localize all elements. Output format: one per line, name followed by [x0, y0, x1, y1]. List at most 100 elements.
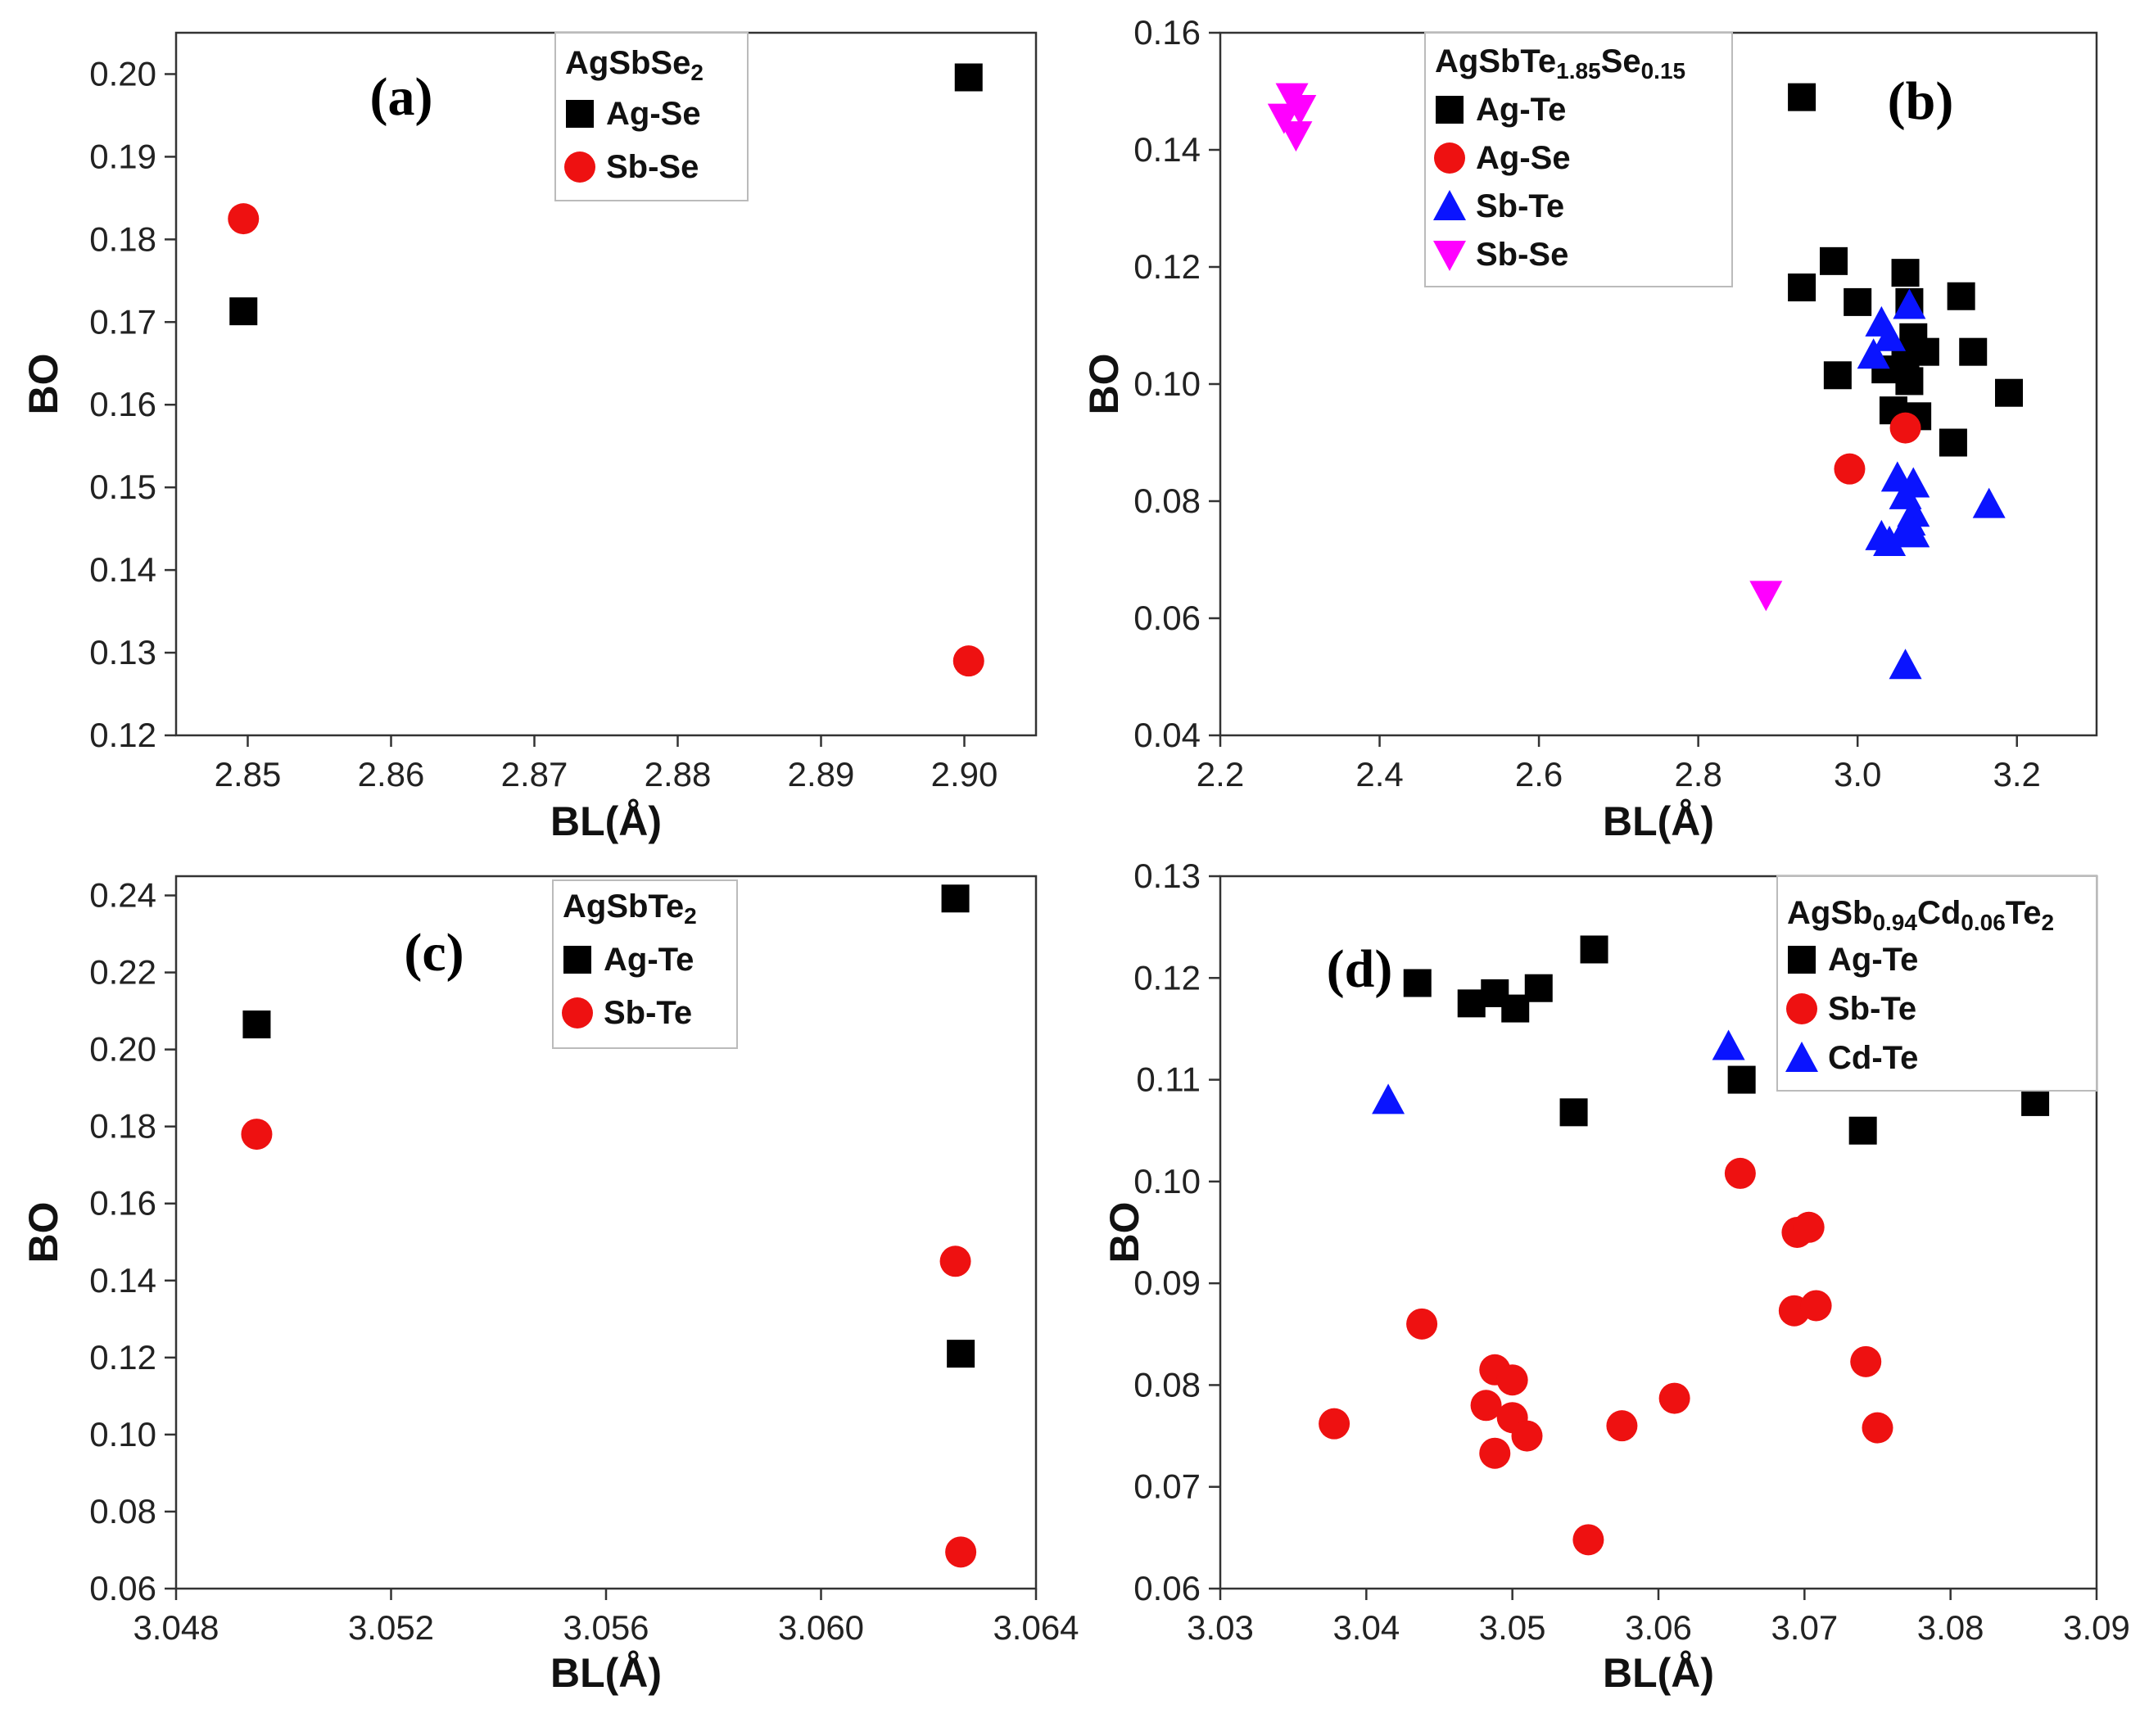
legend-entry: Sb-Se	[606, 149, 699, 185]
legend-box	[1424, 32, 1733, 287]
data-point	[1479, 1437, 1511, 1469]
data-point	[1857, 338, 1890, 369]
data-point	[947, 1340, 975, 1368]
data-point	[1496, 1364, 1528, 1396]
legend-marker	[1433, 190, 1466, 220]
y-tick-label: 0.10	[1133, 364, 1201, 403]
legend-entry: Ag-Te	[1828, 942, 1918, 978]
legend: AgSbTe2 Ag-Te Sb-Te	[552, 879, 738, 1049]
x-tick-label: 3.03	[1187, 1608, 1254, 1647]
data-point	[1873, 320, 1907, 351]
chart-panel-c: 3.048 3.052 3.056 3.060 3.064 0.06 0.08 0.10 0.1…	[20, 875, 1079, 1696]
data-point	[941, 884, 970, 913]
series-ag-se	[1834, 412, 1921, 485]
y-tick-label: 0.14	[89, 550, 156, 589]
legend-entry: Sb-Te	[1828, 991, 1916, 1027]
y-tick-label: 0.10	[89, 1415, 156, 1453]
legend-marker	[1433, 241, 1466, 271]
legend-title: AgSbTe1.85Se0.15	[1435, 43, 1685, 84]
y-tick-label: 0.16	[89, 1184, 156, 1223]
legend-marker	[562, 997, 593, 1028]
data-point	[1862, 1412, 1893, 1444]
data-point	[1319, 1408, 1350, 1440]
y-tick-label: 0.12	[89, 1338, 156, 1377]
y-tick-label: 0.08	[1133, 1365, 1201, 1404]
y-tick-label: 0.08	[89, 1492, 156, 1530]
data-point	[1372, 1083, 1405, 1114]
legend: AgSbSe2 Ag-Se Sb-Se	[554, 32, 749, 201]
legend-marker	[566, 100, 594, 128]
legend-entry: Sb-Te	[1476, 188, 1564, 224]
data-point	[1749, 581, 1783, 612]
x-tick-label: 3.060	[778, 1608, 864, 1647]
data-point	[1995, 378, 2023, 407]
chart-panel-b: 2.2 2.4 2.6 2.8 3.0 3.2 0.04 0.06 0.08 0.10 0.12 0.…	[1081, 13, 2098, 844]
y-axis-label: BO	[1102, 1202, 1147, 1264]
data-point	[1834, 453, 1866, 485]
data-point	[1844, 287, 1872, 316]
legend-title: AgSbSe2	[565, 45, 704, 85]
y-tick-label: 0.11	[1136, 1060, 1201, 1099]
y-tick-label: 0.20	[89, 54, 156, 93]
x-tick-label: 2.87	[501, 755, 568, 793]
x-tick-label: 3.056	[563, 1608, 649, 1647]
x-tick-label: 3.064	[993, 1608, 1079, 1647]
y-tick-label: 0.18	[89, 1107, 156, 1146]
y-tick-label: 0.12	[89, 716, 156, 754]
data-point	[1572, 1524, 1604, 1556]
x-tick-label: 2.86	[358, 755, 425, 793]
y-tick-label: 0.14	[1133, 130, 1201, 169]
data-point	[945, 1536, 977, 1568]
data-point	[1939, 428, 1967, 457]
x-tick-label: 2.6	[1515, 755, 1563, 793]
series-sb-se	[228, 203, 984, 677]
data-point	[1893, 288, 1926, 319]
data-point	[1559, 1098, 1588, 1127]
legend-box	[1776, 875, 2097, 1092]
x-tick-label: 2.2	[1197, 755, 1244, 793]
series-cd-te	[1372, 1029, 1745, 1114]
legend: AgSb0.94Cd0.06Te2 Ag-Te Sb-Te Cd-Te	[1776, 875, 2097, 1092]
data-point	[242, 1010, 271, 1039]
y-tick-label: 0.12	[1133, 958, 1201, 997]
data-point	[1848, 1116, 1877, 1145]
y-tick-label: 0.13	[1133, 857, 1201, 895]
data-point	[1580, 935, 1608, 964]
x-axis-label: BL(Å)	[1603, 798, 1714, 844]
legend-marker	[1434, 142, 1465, 174]
y-tick-label: 0.22	[89, 953, 156, 992]
y-tick-label: 0.18	[89, 219, 156, 258]
y-tick-label: 0.07	[1133, 1467, 1201, 1506]
legend-marker	[1785, 1042, 1818, 1072]
y-tick-label: 0.17	[89, 302, 156, 341]
x-tick-label: 3.052	[348, 1608, 434, 1647]
data-point	[1800, 1290, 1832, 1322]
x-tick-label: 3.04	[1332, 1608, 1400, 1647]
data-point	[939, 1245, 971, 1277]
data-point	[1873, 526, 1907, 557]
series-ag-te	[242, 884, 975, 1368]
y-axis-label: BO	[20, 1202, 66, 1264]
data-point	[1959, 337, 1988, 366]
x-tick-label: 2.90	[931, 755, 998, 793]
data-point	[1788, 83, 1816, 111]
data-point	[1524, 974, 1553, 1002]
y-tick-label: 0.10	[1133, 1162, 1201, 1200]
y-tick-label: 0.15	[89, 468, 156, 506]
legend-marker	[1788, 946, 1816, 974]
series-sb-te	[1857, 288, 2006, 680]
data-point	[229, 297, 258, 326]
x-tick-label: 3.09	[2063, 1608, 2130, 1647]
data-point	[1658, 1382, 1690, 1414]
x-tick-label: 3.0	[1834, 755, 1881, 793]
y-axis-label: BO	[20, 354, 66, 415]
data-point	[241, 1119, 273, 1151]
legend-entry: Sb-Se	[1476, 237, 1568, 273]
x-tick-label: 3.2	[1993, 755, 2041, 793]
x-tick-label: 2.4	[1355, 755, 1403, 793]
data-point	[1457, 989, 1486, 1018]
y-tick-label: 0.24	[89, 876, 156, 915]
legend-entry: Cd-Te	[1828, 1040, 1918, 1076]
legend-title: AgSbTe2	[563, 888, 697, 929]
